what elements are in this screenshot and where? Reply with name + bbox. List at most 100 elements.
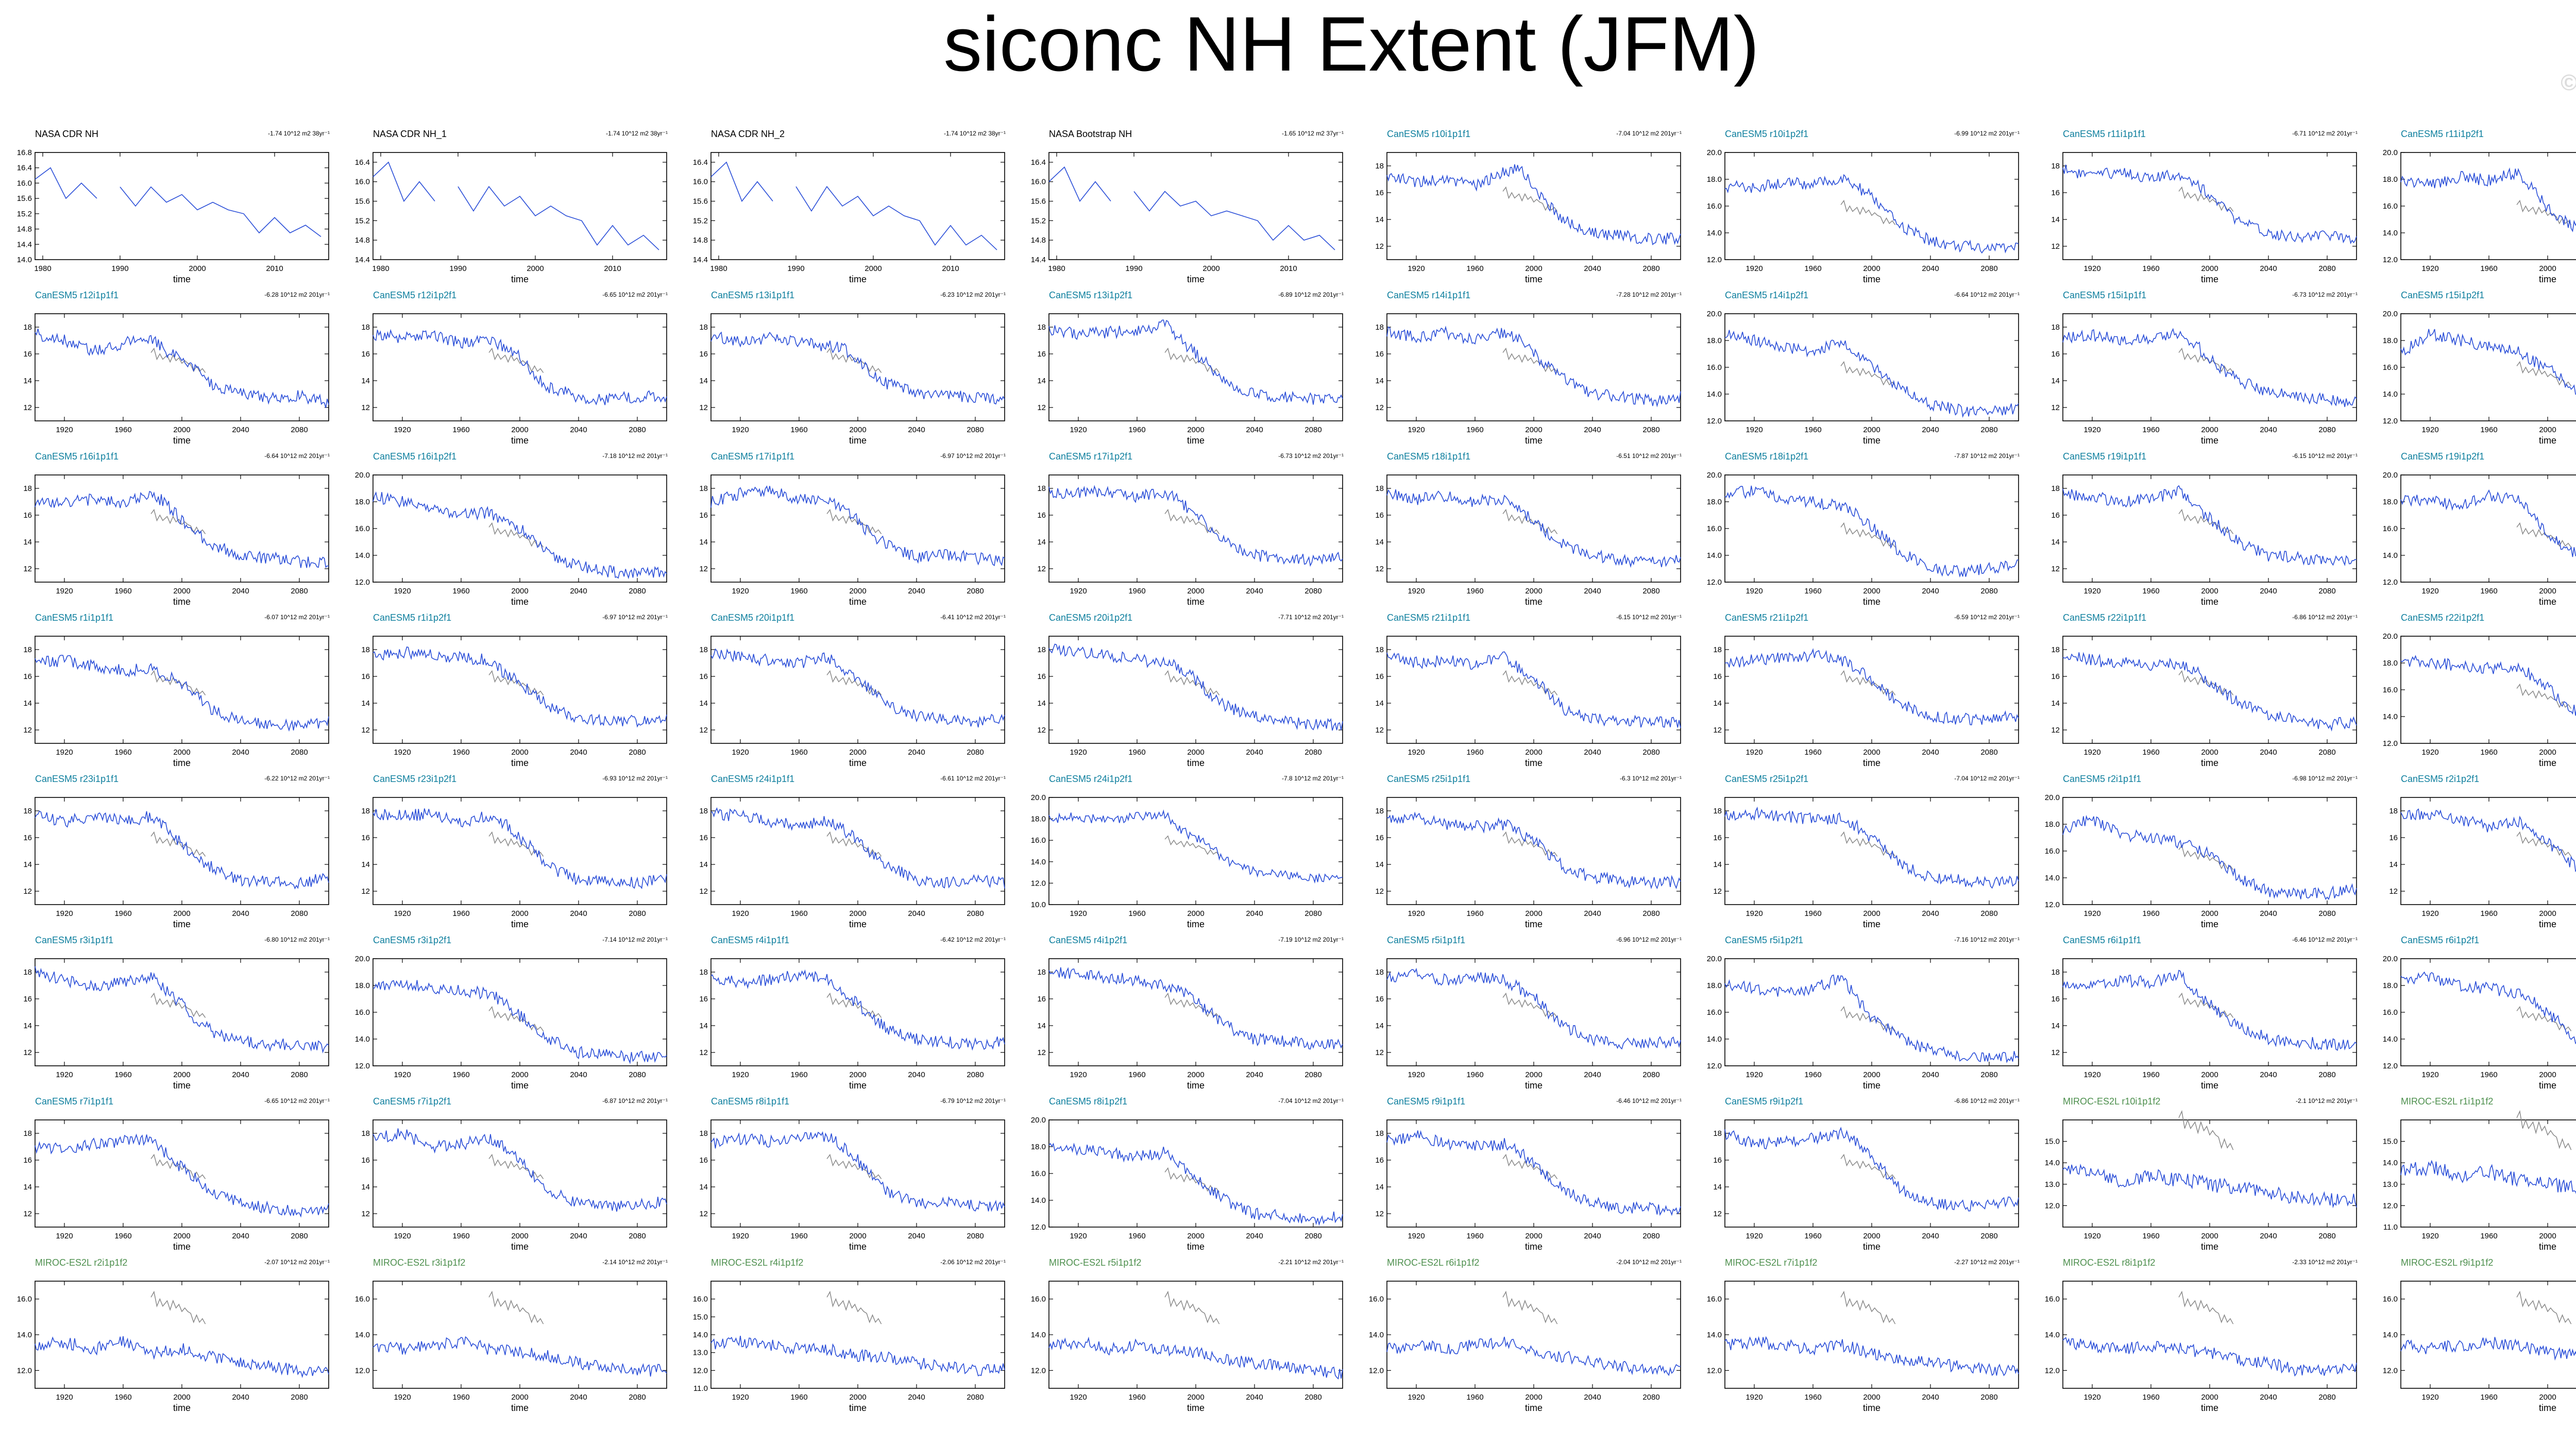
x-tick-label: 2080	[1304, 748, 1321, 757]
panel-trend: -6.3 10^12 m2 201yr⁻¹	[1619, 775, 1682, 782]
y-tick-label: 12	[699, 565, 708, 573]
panel-trend: -2.07 10^12 m2 201yr⁻¹	[264, 1258, 330, 1266]
y-tick-label: 14	[23, 538, 32, 547]
y-tick-label: 16.0	[1707, 1008, 1722, 1017]
panel-trend: -6.15 10^12 m2 201yr⁻¹	[2292, 452, 2358, 460]
x-tick-label: 2010	[266, 264, 283, 273]
y-tick-label: 16	[23, 1156, 32, 1165]
series-line	[710, 1131, 1005, 1212]
obs-overlay-line	[2178, 1110, 2234, 1150]
y-tick-label: 16.0	[2383, 1008, 2398, 1017]
x-tick-label: 2000	[511, 1393, 528, 1402]
plot-frame	[372, 313, 667, 421]
y-tick-label: 18	[2051, 484, 2060, 493]
y-tick-label: 18.0	[355, 498, 370, 506]
y-tick-label: 16.0	[693, 178, 708, 186]
series-line	[710, 331, 1005, 405]
x-tick-label: 1960	[2142, 426, 2159, 434]
panel-trend: -6.23 10^12 m2 201yr⁻¹	[940, 291, 1006, 298]
x-axis-label: time	[2201, 1241, 2218, 1252]
x-tick-label: 2000	[1863, 1393, 1880, 1402]
x-tick-label: 1920	[1070, 748, 1087, 757]
x-tick-label: 1920	[1745, 909, 1762, 918]
x-tick-label: 1920	[2421, 426, 2438, 434]
chart-svg: 1920 1960 2000 2040 2080 12.0 14.0 16.0 18.0 20.0…	[1707, 148, 2019, 284]
panel-trend: -6.61 10^12 m2 201yr⁻¹	[940, 775, 1006, 782]
y-tick-label: 12	[699, 403, 708, 412]
y-tick-label: 18	[699, 645, 708, 654]
chart-panel: CanESM5 r23i1p1f1 -6.22 10^12 m2 201yr⁻¹ 1…	[0, 769, 338, 938]
y-tick-label: 16.4	[355, 158, 370, 167]
chart-panel: CanESM5 r8i1p1f1 -6.79 10^12 m2 201yr⁻¹ 19…	[676, 1091, 1014, 1260]
x-axis-label: time	[1525, 1403, 1543, 1413]
y-tick-label: 18.0	[1031, 815, 1046, 824]
x-tick-label: 2040	[908, 426, 925, 434]
y-tick-label: 12.0	[355, 1062, 370, 1070]
panel-trend: -2.27 10^12 m2 201yr⁻¹	[1954, 1258, 2020, 1266]
y-tick-label: 18	[1713, 807, 1722, 815]
panel-trend: -6.97 10^12 m2 201yr⁻¹	[940, 452, 1006, 460]
y-tick-label: 15.2	[355, 216, 370, 225]
obs-overlay-line	[150, 347, 206, 373]
x-tick-label: 2040	[908, 1070, 925, 1079]
plot-frame	[1048, 797, 1343, 905]
obs-overlay-line	[2516, 1006, 2572, 1031]
x-tick-label: 1920	[1070, 1070, 1087, 1079]
chart-panel: NASA CDR NH_2 -1.74 10^12 m2 38yr⁻¹ 1980 19…	[676, 124, 1014, 293]
y-tick-label: 18	[2051, 645, 2060, 654]
x-tick-label: 2040	[2260, 909, 2277, 918]
x-tick-label: 2000	[2201, 1070, 2218, 1079]
panel-trend: -6.96 10^12 m2 201yr⁻¹	[1616, 936, 1682, 943]
x-tick-label: 2040	[1246, 1232, 1263, 1240]
y-tick-label: 16	[1713, 672, 1722, 681]
x-tick-label: 2080	[1642, 1393, 1659, 1402]
y-tick-label: 16	[699, 833, 708, 842]
x-tick-label: 1920	[1408, 909, 1425, 918]
obs-overlay-line	[826, 347, 882, 373]
x-axis-label: time	[511, 1080, 529, 1091]
x-tick-label: 1960	[114, 1232, 131, 1240]
series-line	[2400, 329, 2576, 395]
obs-overlay-line	[2178, 1290, 2234, 1324]
y-tick-label: 14	[1037, 377, 1046, 385]
chart-panel: CanESM5 r11i1p1f1 -6.71 10^12 m2 201yr⁻¹ 1…	[2028, 124, 2366, 293]
x-tick-label: 1920	[1070, 426, 1087, 434]
plot-frame	[2400, 958, 2576, 1066]
x-tick-label: 1920	[2083, 1232, 2100, 1240]
series-line	[372, 491, 667, 580]
panel-trend: -6.07 10^12 m2 201yr⁻¹	[264, 614, 330, 621]
x-tick-label: 2080	[1642, 748, 1659, 757]
x-tick-label: 1960	[1804, 909, 1821, 918]
chart-svg: 1920 1960 2000 2040 2080 12.0 14.0 16.0 18.0 20.0…	[1707, 471, 2019, 607]
y-tick-label: 14.0	[17, 1331, 32, 1339]
panel-title: CanESM5 r15i1p2f1	[2401, 290, 2485, 300]
x-tick-label: 2010	[942, 264, 959, 273]
x-tick-label: 2080	[1642, 426, 1659, 434]
obs-overlay-line	[1502, 508, 1558, 534]
x-axis-label: time	[1525, 758, 1543, 768]
panel-title: CanESM5 r5i1p1f1	[1387, 935, 1466, 945]
series-line	[372, 329, 667, 406]
y-tick-label: 18	[2389, 807, 2398, 815]
x-tick-label: 1920	[2421, 909, 2438, 918]
panel-title: MIROC-ES2L r10i1p1f2	[2063, 1096, 2161, 1107]
x-tick-label: 2080	[2318, 1070, 2335, 1079]
x-tick-label: 2080	[2318, 264, 2335, 273]
x-tick-label: 1920	[1745, 426, 1762, 434]
plot-frame	[35, 474, 329, 583]
chart-panel: CanESM5 r17i1p1f1 -6.97 10^12 m2 201yr⁻¹ 1…	[676, 446, 1014, 615]
chart-panel: CanESM5 r22i1p1f1 -6.86 10^12 m2 201yr⁻¹ 1…	[2028, 607, 2366, 776]
series-line	[2400, 655, 2576, 716]
obs-overlay-line	[826, 1290, 882, 1324]
y-tick-label: 15.6	[355, 197, 370, 206]
x-axis-label: time	[2201, 1080, 2218, 1091]
x-tick-label: 2040	[1922, 264, 1939, 273]
plot-frame	[1048, 958, 1343, 1066]
y-tick-label: 18	[699, 807, 708, 815]
panel-trend: -6.28 10^12 m2 201yr⁻¹	[264, 291, 330, 298]
obs-overlay-line	[2178, 508, 2234, 534]
